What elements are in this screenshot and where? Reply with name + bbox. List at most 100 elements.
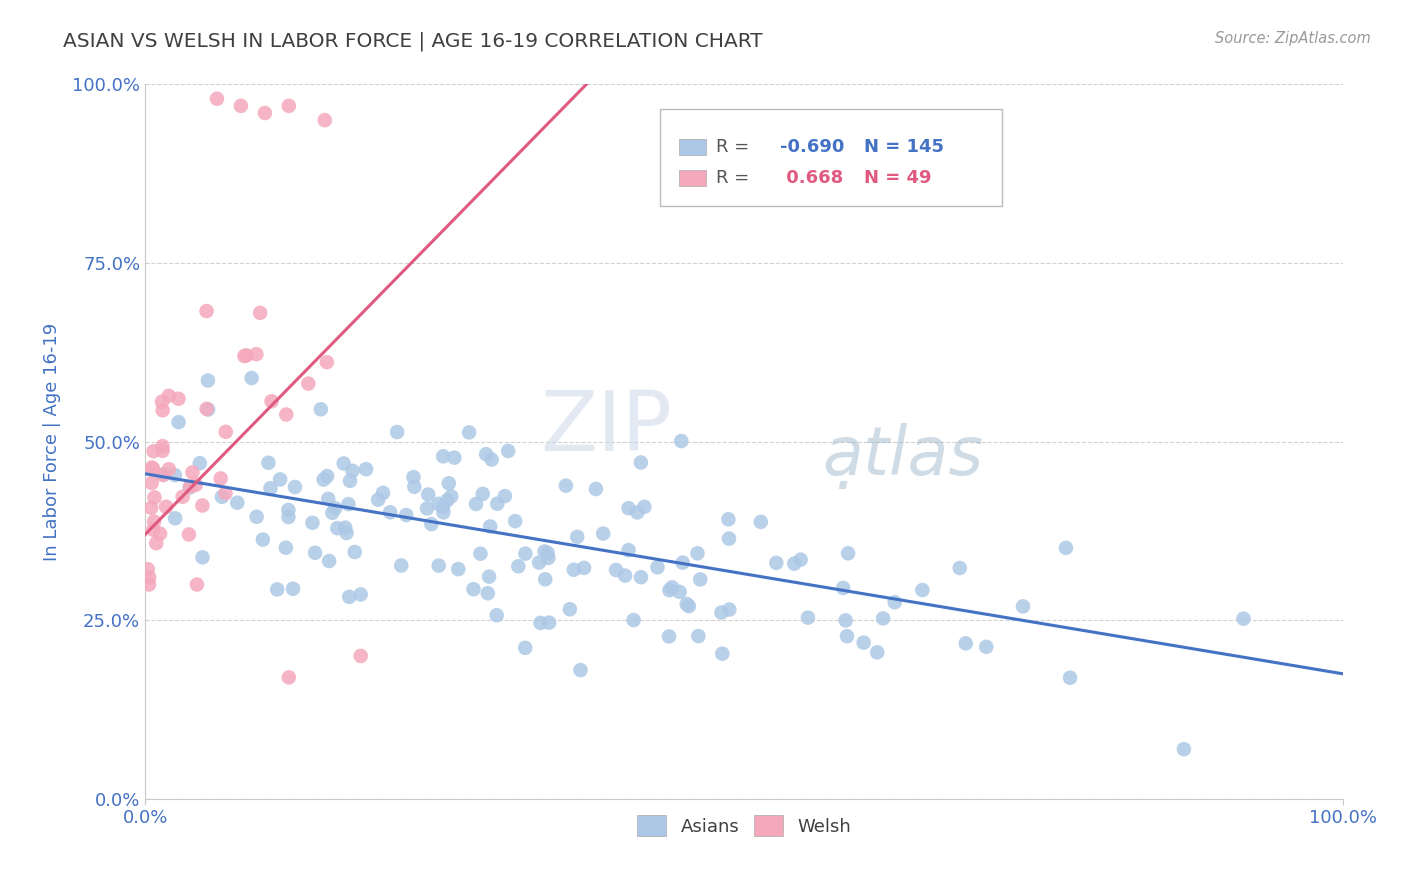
Point [179,480,201,494]
Point [167,415,190,429]
Point [316,491,339,506]
Text: -0.690: -0.690 [780,138,845,156]
Point [318,554,340,568]
Point [209,471,232,485]
Point [515,547,537,561]
Point [671,434,693,448]
Point [475,447,498,461]
Point [872,611,894,625]
Point [496,444,519,458]
Point [832,581,855,595]
Point [463,582,485,597]
Point [138,570,160,584]
Point [1173,742,1195,756]
Point [378,505,401,519]
Point [486,497,509,511]
Point [567,530,589,544]
Point [1059,671,1081,685]
Point [538,615,561,630]
Point [145,536,167,550]
Point [184,478,207,492]
Point [143,491,166,505]
Point [240,371,263,385]
Point [554,478,576,492]
Point [186,577,208,591]
Point [678,599,700,614]
Point [354,462,377,476]
Point [274,541,297,555]
Point [955,636,977,650]
Point [181,466,204,480]
Point [404,480,426,494]
Point [245,347,267,361]
Point [337,590,360,604]
Point [253,106,276,120]
Point [617,543,640,558]
Point [259,481,281,495]
Point [260,394,283,409]
Point [630,570,652,584]
Point [152,443,174,458]
Text: ASIAN VS WELSH IN LABOR FORCE | AGE 16-19 CORRELATION CHART: ASIAN VS WELSH IN LABOR FORCE | AGE 16-1… [63,31,763,51]
Y-axis label: In Labor Force | Age 16-19: In Labor Force | Age 16-19 [44,323,60,561]
Point [458,425,481,440]
Point [343,545,366,559]
Point [142,461,165,475]
Point [157,389,180,403]
Point [335,526,357,541]
Point [647,560,669,574]
Text: atlas: atlas [823,423,983,489]
Point [350,587,373,601]
Point [152,439,174,453]
Point [418,487,440,501]
Point [633,500,655,514]
Point [672,556,695,570]
Point [783,557,806,571]
Point [485,608,508,623]
Point [138,577,160,591]
Point [179,481,201,495]
Point [688,629,710,643]
Point [427,558,450,573]
Point [266,582,288,597]
Text: Source: ZipAtlas.com: Source: ZipAtlas.com [1215,31,1371,46]
Point [315,355,337,369]
Point [153,467,176,482]
Point [152,468,174,483]
Point [527,556,550,570]
Text: N = 49: N = 49 [863,169,931,187]
Point [765,556,787,570]
Point [427,497,450,511]
Point [675,597,697,611]
Text: N = 145: N = 145 [863,138,943,156]
Point [689,573,711,587]
Point [167,392,190,406]
Point [974,640,997,654]
Point [479,519,502,533]
FancyBboxPatch shape [679,170,706,186]
Point [711,647,734,661]
Point [470,547,492,561]
Point [309,402,332,417]
Point [515,640,537,655]
Point [471,487,494,501]
Point [402,470,425,484]
Point [301,516,323,530]
Point [215,425,238,439]
Point [233,349,256,363]
Point [630,455,652,469]
Text: .: . [834,437,855,503]
Point [197,374,219,388]
FancyBboxPatch shape [679,139,706,155]
Point [337,497,360,511]
Point [749,515,772,529]
Point [195,401,218,416]
Point [717,532,740,546]
Point [686,546,709,560]
Point [668,585,690,599]
Point [789,552,811,566]
Point [246,509,269,524]
Point [249,306,271,320]
Point [447,562,470,576]
Point [195,304,218,318]
